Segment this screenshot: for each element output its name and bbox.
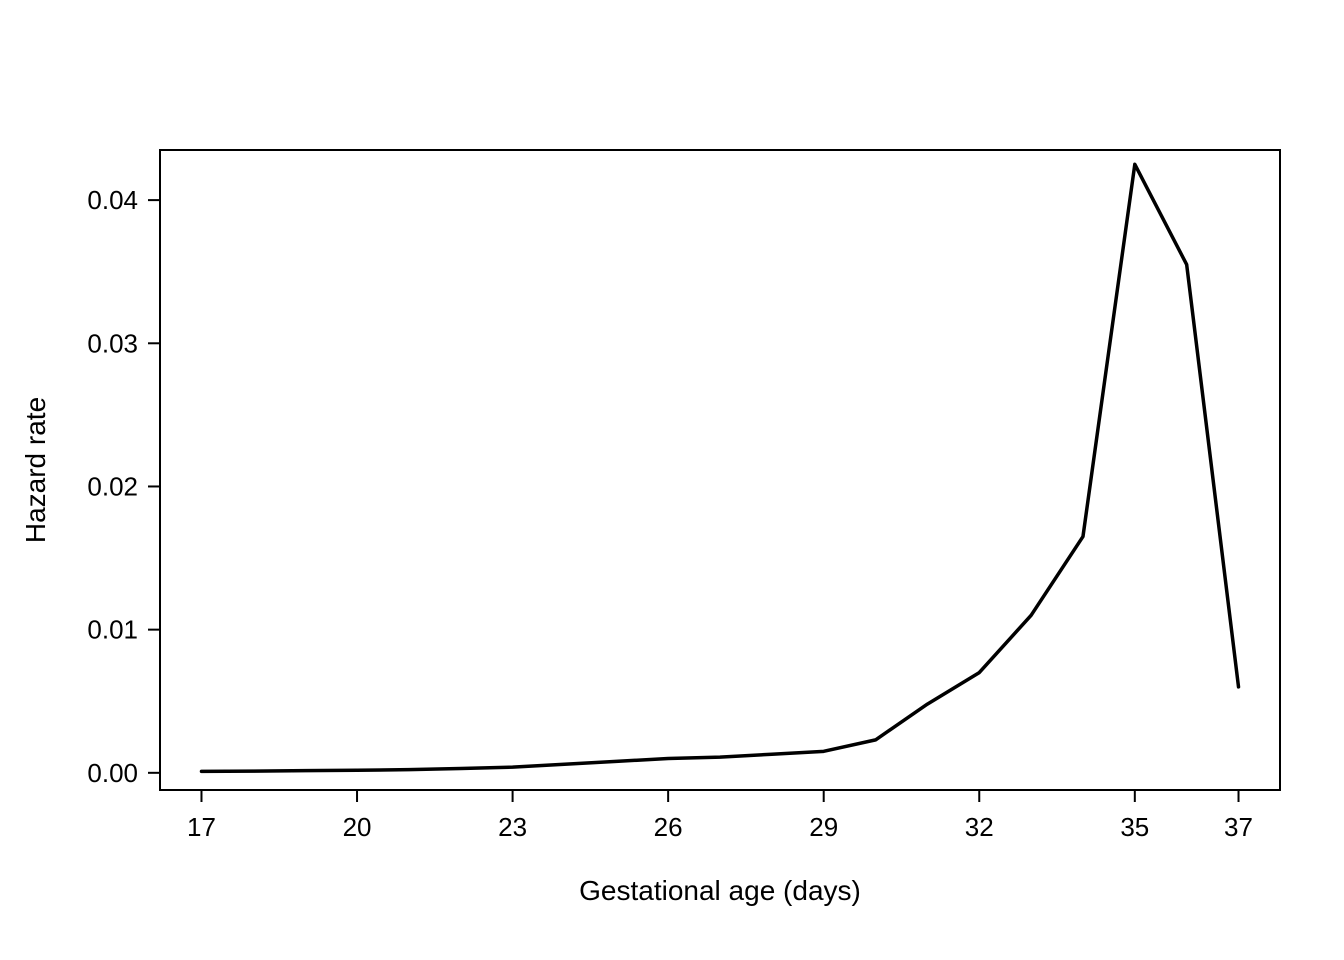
y-tick-label: 0.04 (87, 185, 138, 215)
x-tick-label: 37 (1224, 812, 1253, 842)
hazard-rate-chart: 17 20 23 26 29 32 35 37 Gestational age (days) 0.… (0, 0, 1344, 960)
y-tick-label: 0.01 (87, 615, 138, 645)
x-tick-label: 35 (1120, 812, 1149, 842)
x-tick-label: 23 (498, 812, 527, 842)
y-tick-label: 0.02 (87, 471, 138, 501)
y-tick-label: 0.03 (87, 328, 138, 358)
x-tick-label: 17 (187, 812, 216, 842)
x-axis-label: Gestational age (days) (579, 875, 861, 906)
x-tick-label: 29 (809, 812, 838, 842)
x-tick-label: 26 (654, 812, 683, 842)
y-tick-label: 0.00 (87, 758, 138, 788)
chart-container: 17 20 23 26 29 32 35 37 Gestational age (days) 0.… (0, 0, 1344, 960)
x-tick-label: 20 (343, 812, 372, 842)
x-tick-label: 32 (965, 812, 994, 842)
y-axis-label: Hazard rate (20, 397, 51, 543)
